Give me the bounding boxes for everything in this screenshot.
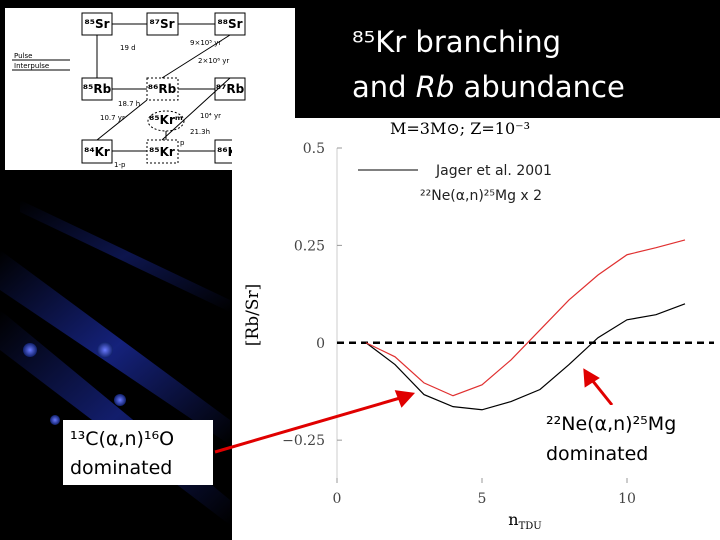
note-box — [63, 420, 213, 485]
edge-label: Pulse — [14, 52, 32, 60]
title: ⁸⁵Kr branching — [352, 25, 561, 59]
node-label: ⁸⁵Krᵐ — [149, 113, 183, 127]
edge-label: 18.7 h — [118, 100, 140, 108]
edge-label: 1-p — [114, 161, 126, 169]
plot: 0.5 0.25 0 −0.25 0 5 10 Jager et al. 2001 ²²Ne(α… — [282, 141, 714, 507]
node-label: ⁸⁵Kr — [149, 145, 175, 159]
chart-area — [232, 118, 720, 540]
y-tick-label: 0 — [316, 336, 325, 352]
edge-label: 9×10⁵ yr — [190, 39, 221, 47]
y-label: [Rb/Sr] — [243, 284, 263, 346]
node-label: ⁸⁶Rb — [148, 82, 177, 96]
node-label: ⁸⁸Sr — [217, 17, 242, 31]
note-text: ¹³C(α,n)¹⁶O — [70, 428, 174, 450]
edge-label: 19 d — [120, 44, 136, 52]
series-line — [365, 239, 686, 397]
edge-label: 2×10⁶ yr — [198, 57, 229, 65]
note-text: ²²Ne(α,n)²⁵Mg — [546, 413, 676, 435]
x-tick-label: 10 — [618, 491, 636, 507]
node-label: ⁸⁴Kr — [84, 145, 110, 159]
legend-label: ²²Ne(α,n)²⁵Mg x 2 — [420, 188, 542, 204]
edge-label: 10.7 yr — [100, 114, 125, 122]
title-part: Rb — [416, 70, 455, 104]
title-part: and — [352, 70, 416, 104]
x-label-sub: TDU — [519, 521, 542, 532]
y-tick-label: 0.25 — [294, 238, 325, 254]
edge-label: Interpulse — [14, 62, 49, 70]
title: and Rb abundance — [352, 70, 625, 104]
node-label: ⁸⁵Rb — [83, 82, 112, 96]
edge-label: p — [180, 139, 185, 147]
note-text: dominated — [70, 457, 172, 479]
x-tick-label: 5 — [478, 491, 487, 507]
node-label: ⁸⁷Sr — [149, 17, 174, 31]
chart-title: M=3M⊙; Z=10⁻³ — [390, 119, 530, 138]
note-text: dominated — [546, 443, 648, 465]
legend-label: Jager et al. 2001 — [435, 163, 552, 179]
node-label: ⁸⁷Rb — [216, 82, 245, 96]
edge-label: 10⁴ yr — [200, 112, 221, 120]
arrows — [214, 368, 614, 454]
y-tick-label: 0.5 — [303, 141, 325, 157]
x-tick-label: 0 — [333, 491, 342, 507]
x-label-main: n — [508, 510, 518, 529]
y-tick-label: −0.25 — [282, 433, 325, 449]
x-label: nTDU — [508, 510, 541, 532]
edge-label: 21.3h — [190, 128, 210, 136]
series-line — [365, 303, 686, 411]
node-label: ⁸⁵Sr — [84, 17, 109, 31]
note-box — [540, 405, 715, 470]
title-part: abundance — [454, 70, 625, 104]
